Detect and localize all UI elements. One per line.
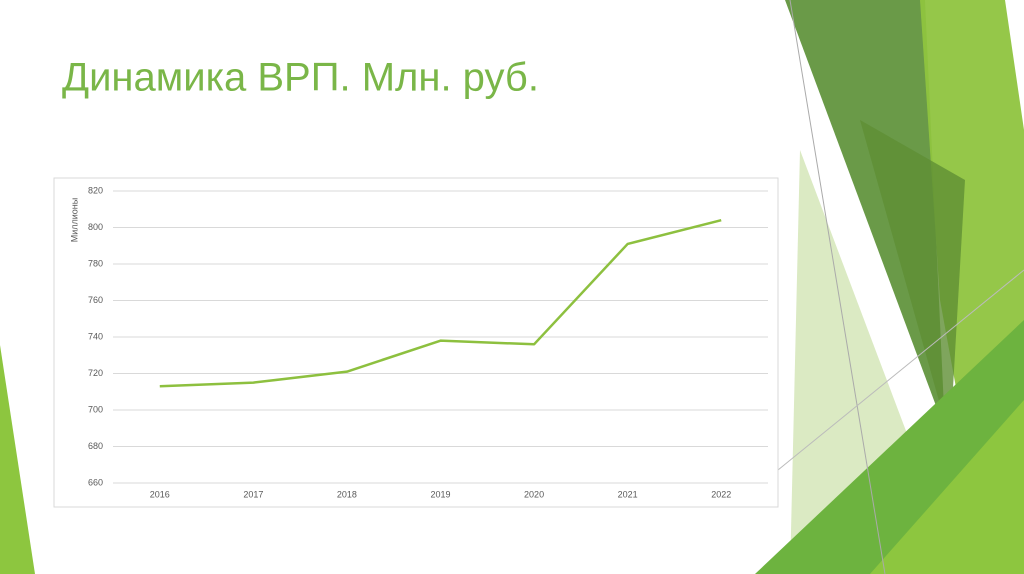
decor (785, 0, 945, 430)
y-tick-label: 680 (88, 441, 103, 451)
plot: 660 680 700 720 740 760 780 800 820 2016 2017 2018 2… (88, 185, 768, 499)
y-tick-label: 820 (88, 185, 103, 195)
y-tick-label: 740 (88, 331, 103, 341)
chart-title: Динамика ВРП. Млн. руб. (62, 56, 539, 100)
decor-line (789, 0, 886, 574)
x-tick-label: 2016 (150, 489, 170, 499)
y-tick-label: 660 (88, 477, 103, 487)
x-tick-label: 2020 (524, 489, 544, 499)
y-tick-label: 780 (88, 258, 103, 268)
decor (0, 345, 35, 574)
x-tick-label: 2021 (618, 489, 638, 499)
x-tick-label: 2022 (711, 489, 731, 499)
decor (870, 400, 1024, 574)
chart-frame (53, 177, 779, 508)
decor-line (777, 269, 1024, 471)
x-tick-label: 2018 (337, 489, 357, 499)
y-tick-label: 800 (88, 222, 103, 232)
decor (860, 120, 965, 440)
y-tick-label: 700 (88, 404, 103, 414)
line (159, 218, 722, 388)
x-tick-label: 2019 (430, 489, 450, 499)
y-axis-label: Миллионы (69, 198, 79, 243)
y-tick-label: 720 (88, 368, 103, 378)
x-tick-label: 2017 (243, 489, 263, 499)
y-tick-label: 760 (88, 295, 103, 305)
